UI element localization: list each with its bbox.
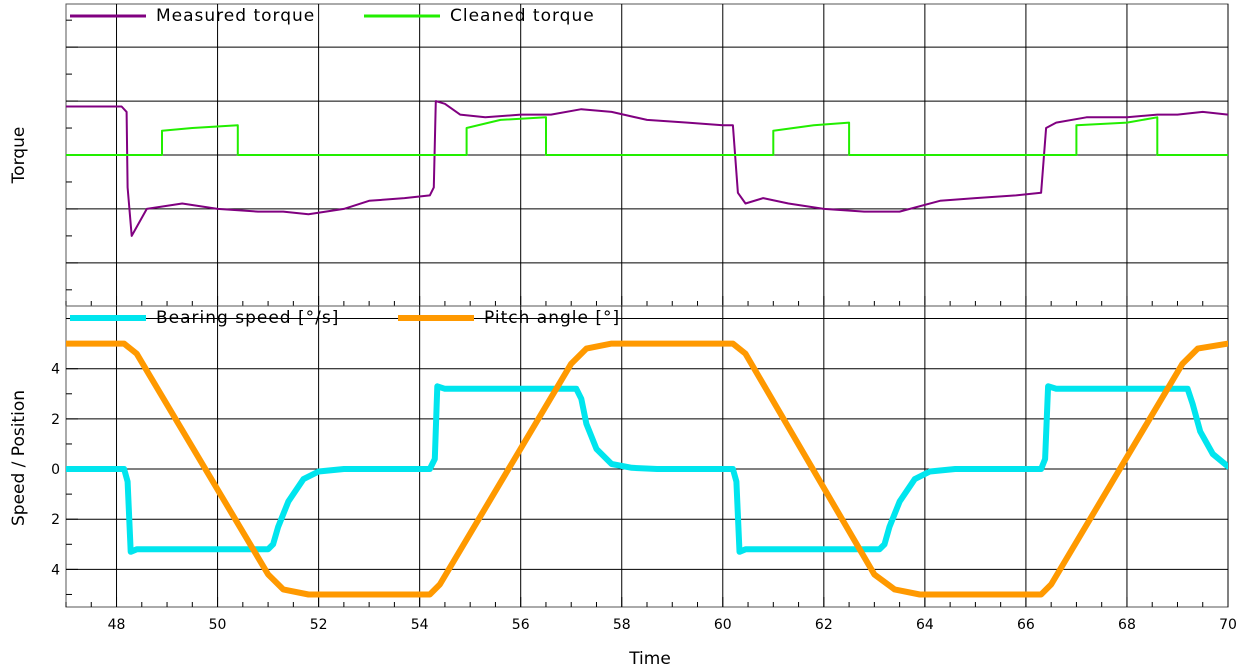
y-tick-label: 2 — [51, 412, 60, 428]
series-line-0 — [66, 100, 1228, 237]
y-tick-label: 4 — [51, 362, 60, 378]
legend-label: Cleaned torque — [450, 6, 595, 26]
x-tick-label: 54 — [411, 617, 429, 633]
y-tick-label: 4 — [51, 562, 60, 578]
speed-position-axis-title: Speed / Position — [9, 390, 29, 526]
x-tick-label: 58 — [613, 617, 631, 633]
torque-panel: Measured torque Cleaned torque — [65, 3, 1229, 307]
plot-frame — [65, 305, 1229, 608]
x-tick-label: 50 — [209, 617, 227, 633]
x-tick-label: 62 — [815, 617, 833, 633]
legend-label: Bearing speed [°/s] — [156, 308, 339, 328]
legend-label: Measured torque — [156, 6, 315, 26]
torque-axis-title: Torque — [9, 127, 29, 185]
x-tick-label: 56 — [512, 617, 530, 633]
speed-position-panel: 4 2 0 2 4 48 50 52 54 56 58 60 62 64 66 68 70 Bearing spe… — [51, 305, 1237, 633]
x-tick-label: 68 — [1118, 617, 1136, 633]
x-tick-label: 48 — [108, 617, 126, 633]
legend-label: Pitch angle [°] — [484, 308, 620, 328]
x-tick-label: 70 — [1219, 617, 1237, 633]
y-tick-label: 0 — [51, 462, 60, 478]
series-line-1 — [66, 116, 1228, 156]
series-line-1 — [66, 340, 1228, 598]
x-tick-label: 60 — [714, 617, 732, 633]
y-tick-label: 2 — [51, 512, 60, 528]
x-tick-label: 64 — [916, 617, 934, 633]
series-line-0 — [66, 383, 1228, 555]
x-tick-label: 66 — [1017, 617, 1035, 633]
x-tick-label: 52 — [310, 617, 328, 633]
time-axis-title: Time — [628, 649, 671, 669]
